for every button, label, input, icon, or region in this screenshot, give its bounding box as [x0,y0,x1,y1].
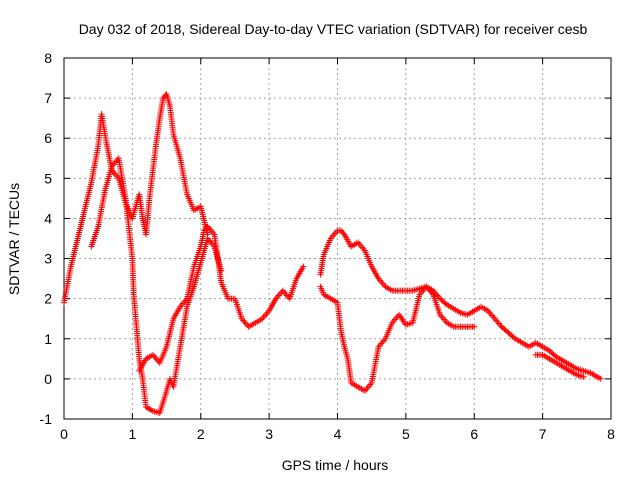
y-tick-label: 1 [44,331,52,347]
x-tick-label: 0 [60,426,68,442]
data-point [442,300,449,307]
data-point [471,323,478,330]
data-point [597,375,604,382]
x-tick-label: 2 [197,426,205,442]
series-track-5 [317,283,478,394]
grid [64,58,611,419]
data-points [61,91,604,416]
x-tick-label: 6 [470,426,478,442]
series-track-6 [532,351,587,380]
x-axis-label: GPS time / hours [282,457,389,473]
axis-ticks: 0 1 2 3 4 5 6 7 8 -1 0 1 2 3 4 5 6 7 8 [40,50,616,442]
x-tick-label: 1 [128,426,136,442]
y-tick-label: 3 [44,251,52,267]
x-tick-label: 8 [607,426,615,442]
x-tick-label: 3 [265,426,273,442]
series-track-2 [88,155,225,416]
y-tick-label: 6 [44,130,52,146]
x-tick-label: 4 [334,426,342,442]
data-point [580,373,587,380]
y-tick-label: 5 [44,170,52,186]
series-track-1 [61,91,211,306]
y-tick-label: 7 [44,90,52,106]
series-track-3 [136,223,307,374]
x-tick-label: 7 [539,426,547,442]
series-track-4 [317,227,604,382]
y-tick-label: 8 [44,50,52,66]
data-point [551,352,558,359]
x-tick-label: 5 [402,426,410,442]
y-tick-label: -1 [40,411,53,427]
data-point [340,230,347,237]
y-axis-label: SDTVAR / TECUs [6,183,22,295]
data-point [300,263,307,270]
y-tick-label: 2 [44,291,52,307]
data-point [510,334,517,341]
chart-title: Day 032 of 2018, Sidereal Day-to-day VTE… [79,21,588,37]
y-tick-label: 0 [44,371,52,387]
y-tick-label: 4 [44,210,52,226]
